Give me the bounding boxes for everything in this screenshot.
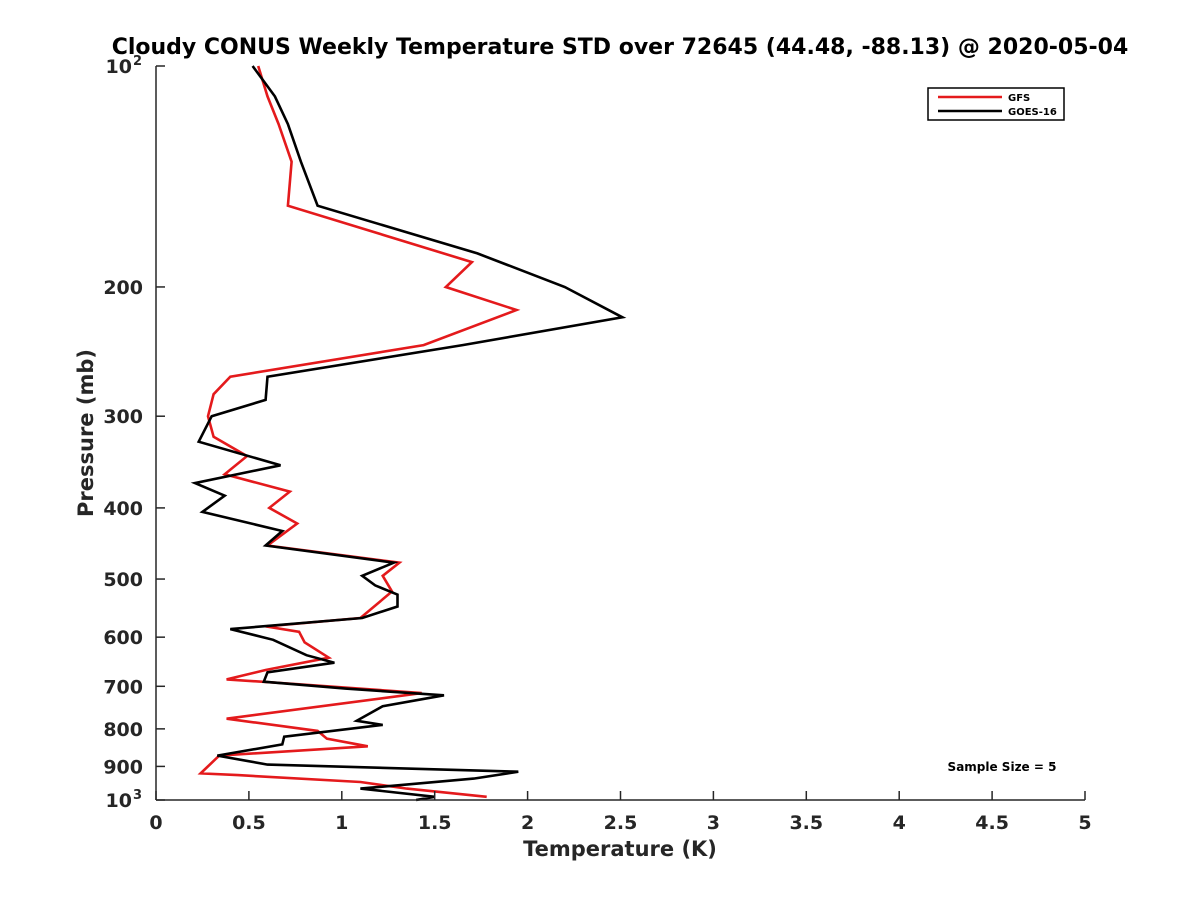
legend-label: GOES-16 [1008,107,1057,118]
x-tick-label: 5 [1078,812,1091,834]
chart-title: Cloudy CONUS Weekly Temperature STD over… [112,35,1129,60]
y-axis-label: Pressure (mb) [74,349,98,517]
x-axis-label: Temperature (K) [523,837,717,861]
series-line-goes-16 [190,65,627,802]
y-tick-exponent: 2 [133,54,142,69]
y-tick-label: 400 [103,498,143,520]
y-tick-exponent: 3 [133,788,142,803]
legend: GFS GOES-16 [927,87,1065,121]
y-tick-label: 10 [106,790,132,812]
legend-label: GFS [1008,93,1030,104]
series-layer [190,65,627,802]
y-tick-label: 700 [103,676,143,698]
x-tick-label: 4 [893,812,906,834]
plot-area [156,66,1085,800]
y-tick-label: 200 [103,277,143,299]
series-line-gfs [197,65,521,799]
x-tick-label: 3.5 [789,812,823,834]
x-tick-label: 4.5 [975,812,1009,834]
y-tick-label: 900 [103,756,143,778]
x-tick-label: 1 [335,812,348,834]
legend-box [927,87,1065,121]
x-tick-label: 0 [149,812,162,834]
x-axis: 0 0.5 1 1.5 2 2.5 3 3.5 4 4.5 5 [149,791,1092,834]
x-tick-label: 2.5 [604,812,638,834]
y-tick-label: 300 [103,406,143,428]
y-tick-label: 800 [103,719,143,741]
x-tick-label: 2 [521,812,534,834]
y-tick-label: 600 [103,627,143,649]
x-tick-label: 3 [707,812,720,834]
x-tick-label: 1.5 [418,812,452,834]
x-tick-label: 0.5 [232,812,266,834]
y-tick-label: 10 [106,56,132,78]
y-tick-label: 500 [103,569,143,591]
sample-size-annotation: Sample Size = 5 [948,760,1057,774]
